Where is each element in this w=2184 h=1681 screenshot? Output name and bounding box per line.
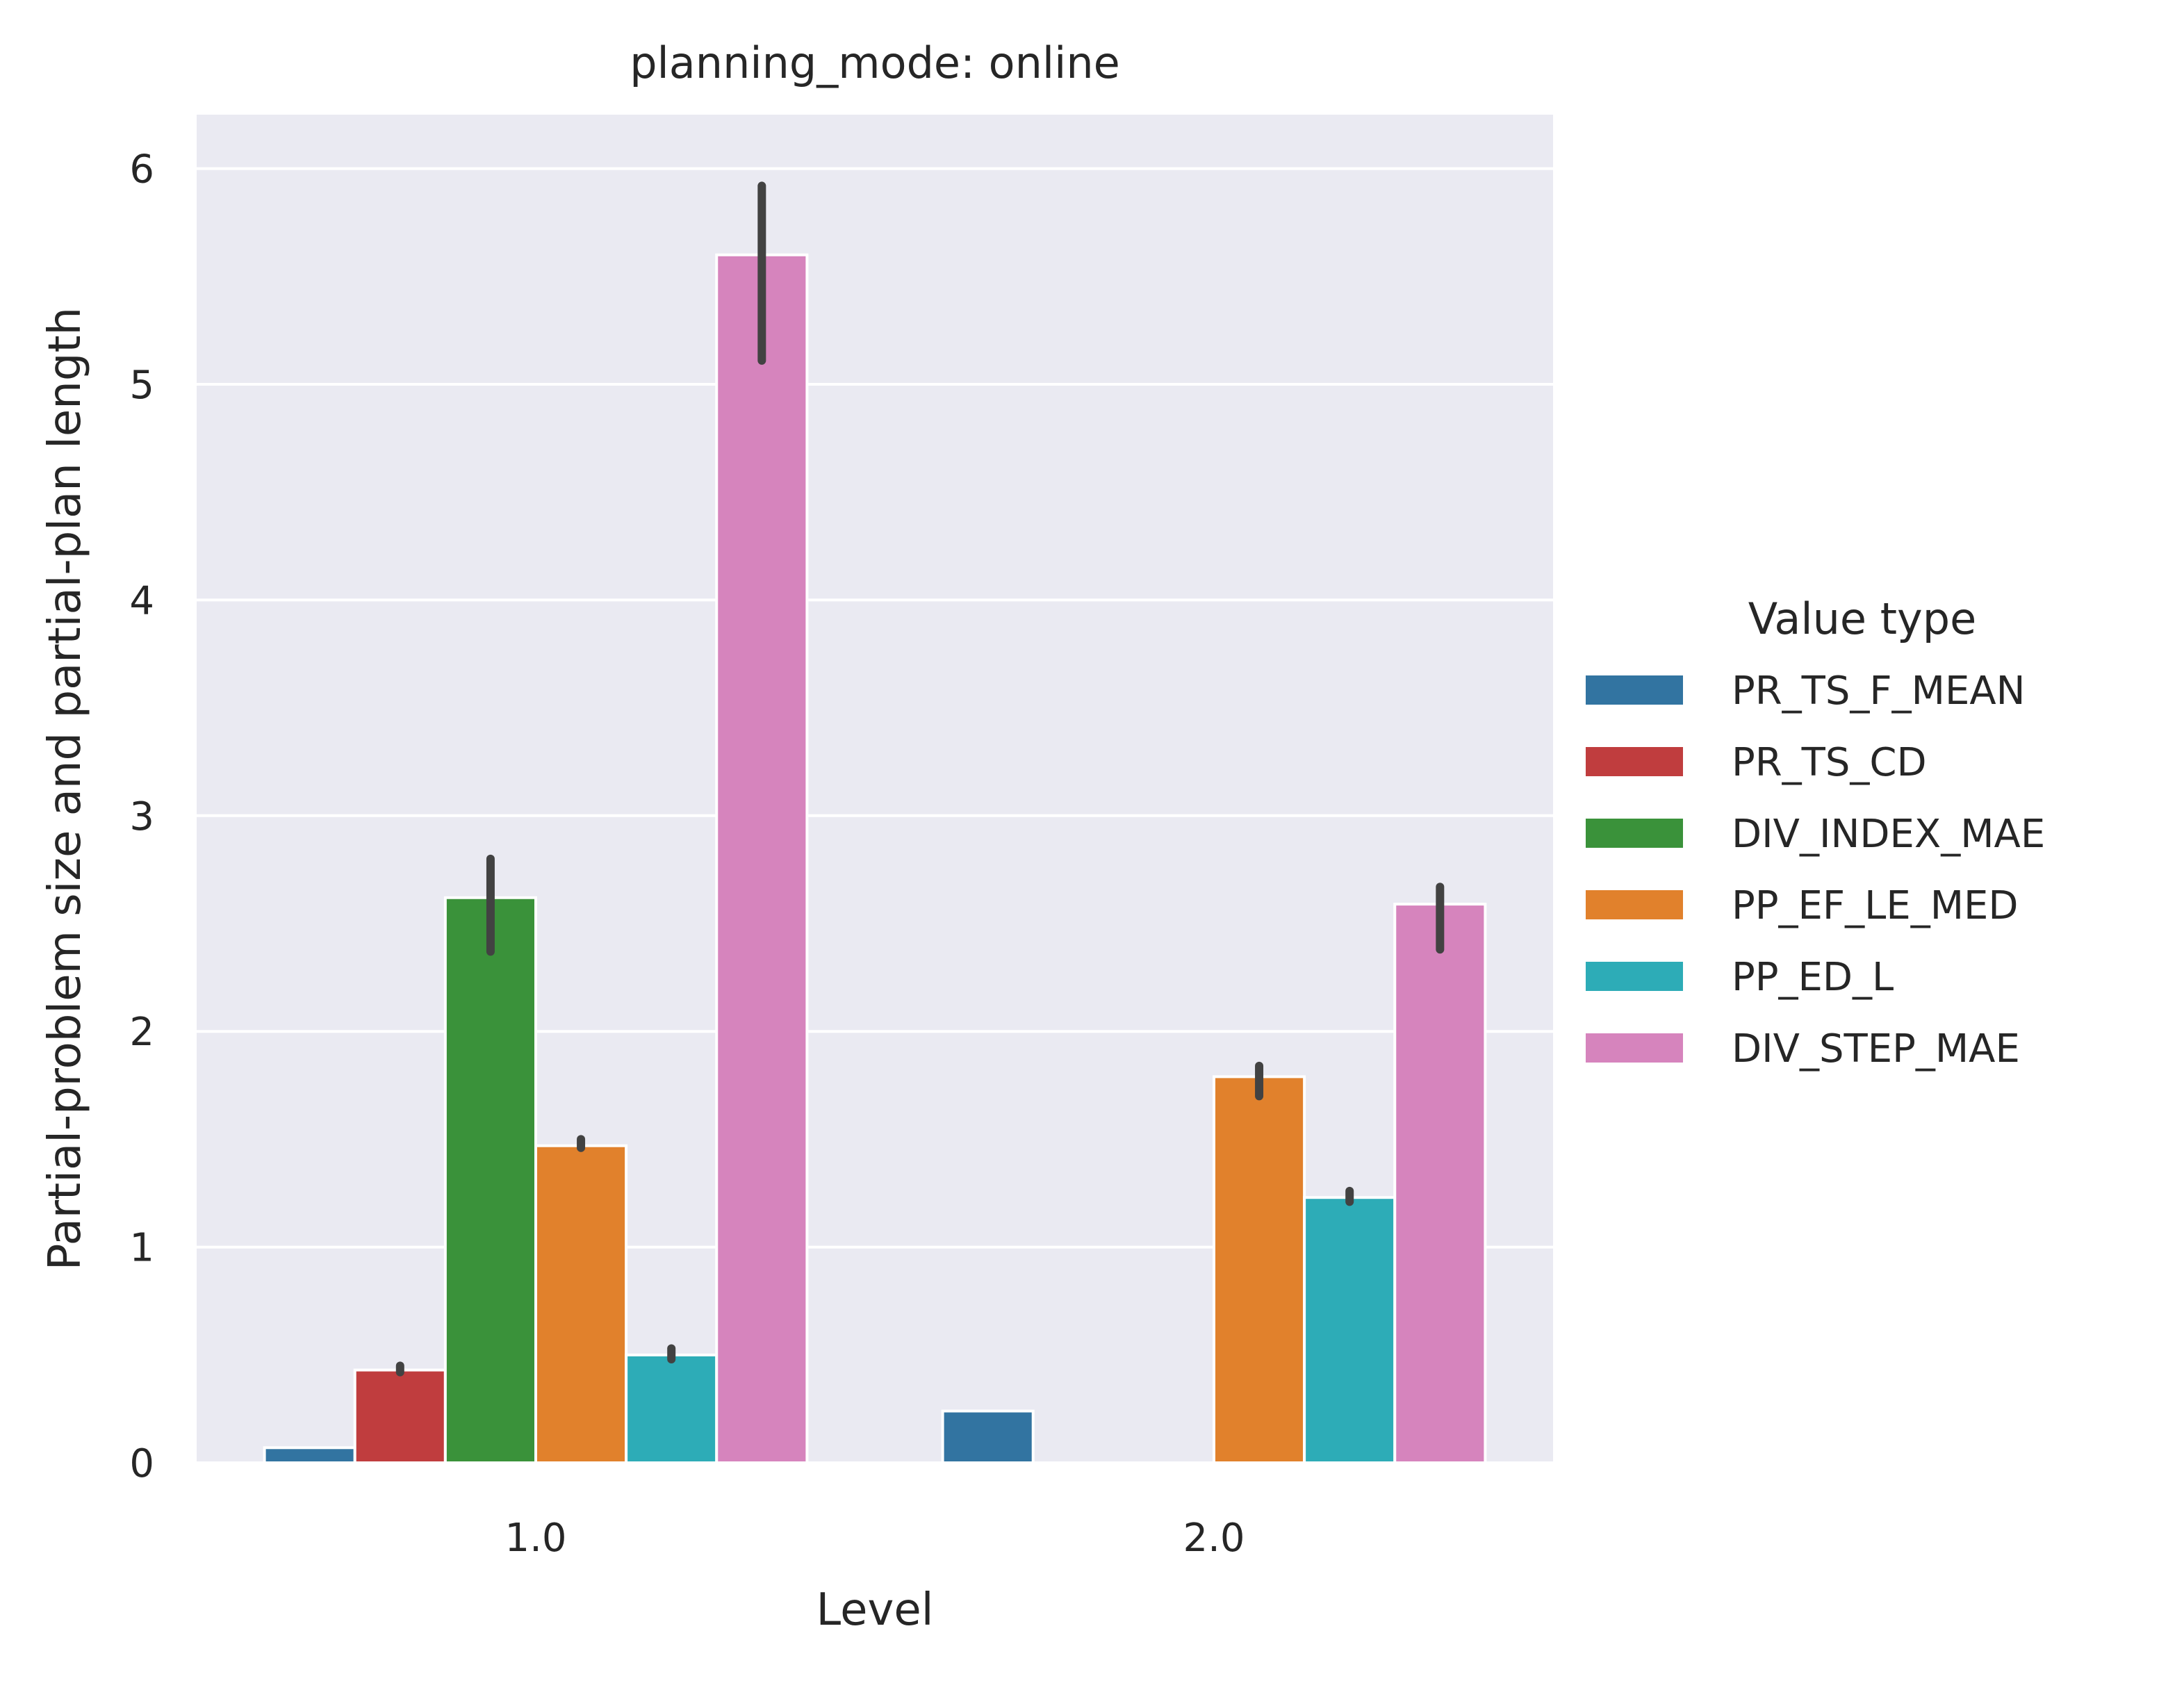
legend-label: PR_TS_F_MEAN [1732, 669, 2026, 714]
error-bars [395, 181, 1445, 1377]
bar [353, 1368, 447, 1464]
x-axis-label: Level [816, 1584, 934, 1636]
y-tick-label: 0 [129, 1441, 154, 1486]
legend-title: Value type [1748, 593, 1976, 644]
y-tick-labels: 0 1 2 3 4 5 6 [129, 147, 154, 1486]
legend-label: PP_ED_L [1732, 955, 1894, 1000]
bar [443, 896, 537, 1464]
legend-swatch [1586, 890, 1683, 919]
legend-swatch [1586, 962, 1683, 991]
y-tick-label: 3 [129, 794, 154, 839]
bar [625, 1353, 719, 1465]
bar [1213, 1075, 1306, 1465]
x-tick-label: 1.0 [504, 1516, 566, 1561]
legend-swatch [1586, 819, 1683, 848]
legend: Value type PR_TS_F_MEAN PR_TS_CD DIV_INDEX… [1586, 593, 2045, 1072]
bar [263, 1446, 356, 1464]
legend-swatch [1586, 1033, 1683, 1063]
y-tick-label: 2 [129, 1010, 154, 1055]
legend-label: DIV_STEP_MAE [1732, 1026, 2020, 1072]
legend-label: DIV_INDEX_MAE [1732, 812, 2045, 857]
y-tick-label: 4 [129, 578, 154, 623]
y-axis-label: Partial-problem size and partial-plan le… [40, 307, 91, 1270]
bars [263, 253, 1487, 1465]
legend-label: PR_TS_CD [1732, 740, 1927, 785]
bar [534, 1144, 628, 1465]
x-tick-label: 2.0 [1183, 1516, 1245, 1561]
y-tick-label: 5 [129, 363, 154, 408]
plot-title: planning_mode: online [630, 38, 1120, 88]
y-tick-label: 6 [129, 147, 154, 192]
legend-entries: PR_TS_F_MEAN PR_TS_CD DIV_INDEX_MAE PP_EF_L… [1586, 669, 2045, 1072]
bar [715, 253, 809, 1464]
legend-swatch [1586, 747, 1683, 776]
bar [941, 1409, 1035, 1465]
y-tick-label: 1 [129, 1226, 154, 1271]
bar [1303, 1196, 1397, 1464]
x-tick-labels: 1.0 2.0 [504, 1516, 1245, 1561]
legend-swatch [1586, 675, 1683, 705]
bar [1393, 903, 1487, 1464]
legend-label: PP_EF_LE_MED [1732, 883, 2019, 928]
